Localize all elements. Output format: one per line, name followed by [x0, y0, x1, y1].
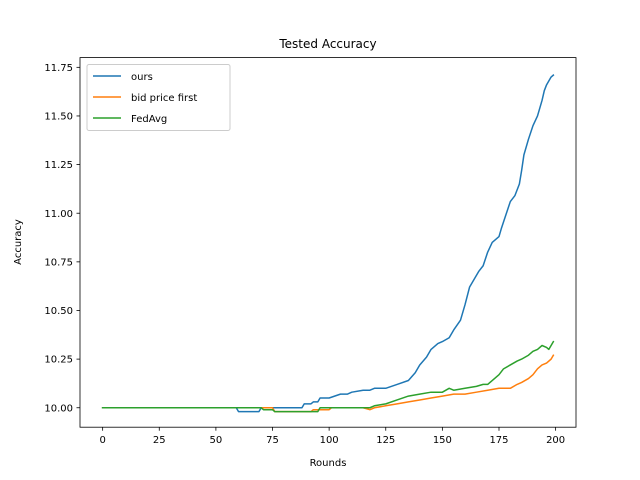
y-tick-label: 11.00 [44, 209, 73, 220]
y-tick-label: 11.50 [44, 112, 73, 123]
y-axis-label: Accuracy [13, 219, 24, 265]
x-axis-ticks: 0 25 50 75 100 125 150 175 200 [99, 427, 565, 446]
x-tick-label: 125 [376, 435, 395, 446]
legend-label-ours: ours [131, 72, 153, 83]
series-line-ours [101, 74, 555, 413]
x-tick-label: 150 [433, 435, 452, 446]
plot-area-frame [79, 57, 577, 428]
x-tick-label: 50 [210, 435, 223, 446]
y-tick-label: 11.75 [44, 63, 73, 74]
x-tick-label: 0 [99, 435, 105, 446]
y-tick-label: 10.50 [44, 306, 73, 317]
y-tick-label: 11.25 [44, 160, 73, 171]
plot-lines [101, 74, 555, 413]
legend-box [86, 64, 231, 131]
y-tick-label: 10.75 [44, 257, 73, 268]
x-tick-label: 75 [266, 435, 279, 446]
chart-title: Tested Accuracy [278, 37, 376, 51]
x-tick-label: 175 [489, 435, 508, 446]
x-tick-label: 100 [320, 435, 339, 446]
legend: ours bid price first FedAvg [86, 64, 231, 131]
y-tick-label: 10.25 [44, 355, 73, 366]
series-line-bid-price-first [101, 354, 555, 413]
series-line-fedavg [101, 340, 555, 413]
y-tick-label: 10.00 [44, 403, 73, 414]
y-axis-ticks: 10.00 10.25 10.50 10.75 11.00 11.25 11.50 11.75 [44, 63, 80, 414]
x-tick-label: 200 [546, 435, 565, 446]
x-tick-label: 25 [153, 435, 166, 446]
x-axis-label: Rounds [310, 458, 347, 469]
legend-label-bid-price-first: bid price first [131, 93, 197, 104]
legend-label-fedavg: FedAvg [131, 114, 167, 125]
